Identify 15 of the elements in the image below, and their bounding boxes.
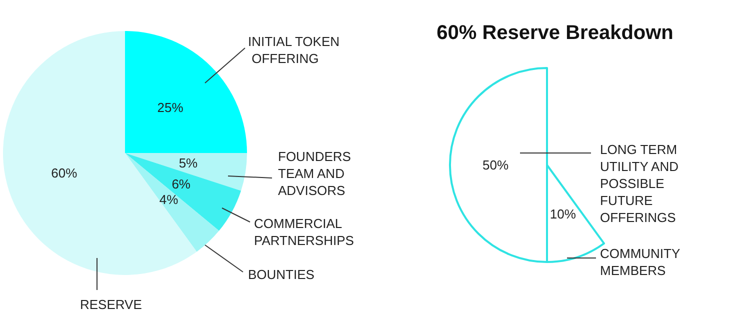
slice-label: LONG TERM UTILITY AND POSSIBLE FUTURE OFFERINGS (600, 142, 682, 225)
slice-label: FOUNDERS TEAM AND ADVISORS (278, 149, 355, 198)
data-label: 60% (51, 165, 78, 180)
slice-label: RESERVE (80, 297, 142, 312)
chart-title: 60% Reserve Breakdown (436, 22, 674, 44)
data-label: 50% (482, 158, 509, 172)
data-label: 4% (159, 192, 179, 208)
data-label: 5% (178, 156, 198, 171)
data-label: 6% (172, 176, 191, 192)
data-label: 25% (157, 100, 184, 116)
slice-label: COMMERCIAL PARTNERSHIPS (254, 216, 354, 248)
slice-label: COMMUNITY MEMBERS (600, 246, 684, 278)
slice-label: INITIAL TOKEN OFFERING (248, 34, 340, 66)
data-label: 10% (550, 206, 576, 222)
slice-label: BOUNTIES (248, 267, 315, 282)
